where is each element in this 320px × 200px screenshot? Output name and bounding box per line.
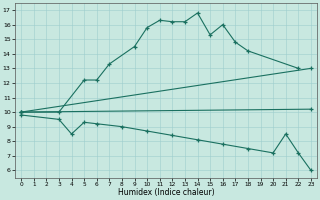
X-axis label: Humidex (Indice chaleur): Humidex (Indice chaleur) [118, 188, 214, 197]
